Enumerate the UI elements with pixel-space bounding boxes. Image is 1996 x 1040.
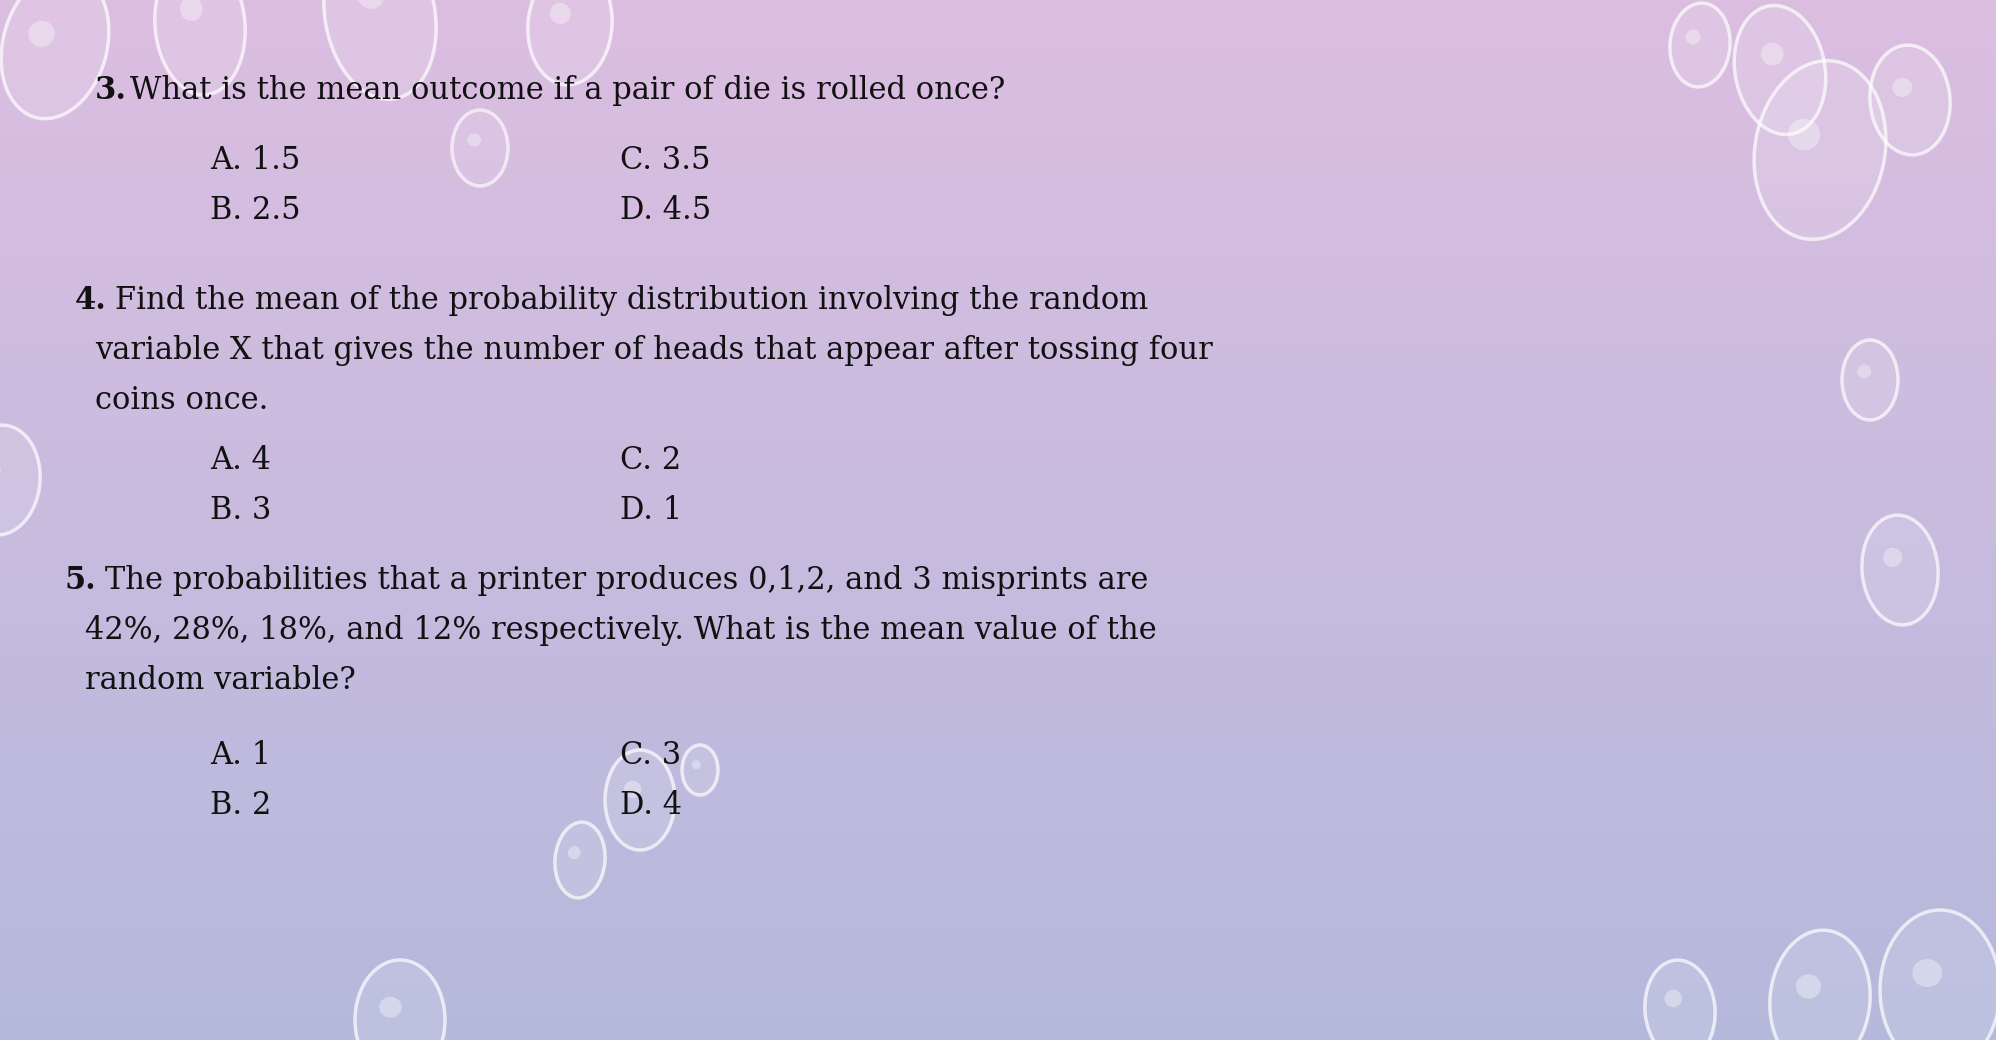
Text: The probabilities that a printer produces 0,1,2, and 3 misprints are: The probabilities that a printer produce… [106,565,1148,596]
Ellipse shape [1760,43,1784,66]
Text: Find the mean of the probability distribution involving the random: Find the mean of the probability distrib… [116,285,1148,316]
Ellipse shape [1754,60,1886,239]
Ellipse shape [1665,990,1683,1008]
Ellipse shape [2,0,110,119]
Text: D. 4: D. 4 [621,790,683,821]
Text: D. 1: D. 1 [621,495,683,526]
Ellipse shape [467,133,481,147]
Text: B. 2.5: B. 2.5 [210,196,301,226]
Ellipse shape [0,425,40,535]
Text: 5.: 5. [66,565,96,596]
Text: coins once.: coins once. [96,385,267,416]
Text: 4.: 4. [76,285,108,316]
Ellipse shape [1880,910,1996,1040]
Text: C. 2: C. 2 [621,445,681,476]
Ellipse shape [1671,3,1731,87]
Text: C. 3.5: C. 3.5 [621,145,711,176]
Ellipse shape [1788,119,1820,150]
Ellipse shape [28,21,54,47]
Ellipse shape [549,3,571,24]
Ellipse shape [605,750,675,850]
Text: 3.: 3. [96,75,128,106]
Ellipse shape [1770,930,1870,1040]
Ellipse shape [1842,340,1898,420]
Ellipse shape [1870,45,1950,155]
Text: A. 1.5: A. 1.5 [210,145,299,176]
Ellipse shape [451,110,509,186]
Ellipse shape [1912,959,1942,987]
Text: variable X that gives the number of heads that appear after tossing four: variable X that gives the number of head… [96,335,1214,366]
Ellipse shape [1685,29,1701,45]
Text: B. 3: B. 3 [210,495,271,526]
Ellipse shape [1862,515,1938,625]
Ellipse shape [1645,960,1715,1040]
Ellipse shape [379,996,401,1018]
Text: random variable?: random variable? [86,665,355,696]
Text: What is the mean outcome if a pair of die is rolled once?: What is the mean outcome if a pair of di… [130,75,1006,106]
Ellipse shape [1882,548,1902,567]
Text: A. 4: A. 4 [210,445,271,476]
Ellipse shape [180,0,202,21]
Text: B. 2: B. 2 [210,790,271,821]
Ellipse shape [355,960,445,1040]
Ellipse shape [323,0,437,99]
Ellipse shape [527,0,613,85]
Ellipse shape [1892,78,1912,97]
Ellipse shape [693,760,701,769]
Text: A. 1: A. 1 [210,740,271,771]
Ellipse shape [555,822,605,898]
Ellipse shape [683,745,719,795]
Ellipse shape [569,846,581,859]
Text: D. 4.5: D. 4.5 [621,196,711,226]
Ellipse shape [625,781,641,798]
Text: 42%, 28%, 18%, and 12% respectively. What is the mean value of the: 42%, 28%, 18%, and 12% respectively. Wha… [86,615,1158,646]
Ellipse shape [357,0,385,9]
Ellipse shape [1856,364,1870,379]
Text: C. 3: C. 3 [621,740,681,771]
Ellipse shape [1735,5,1826,134]
Ellipse shape [156,0,246,95]
Ellipse shape [1796,974,1820,998]
